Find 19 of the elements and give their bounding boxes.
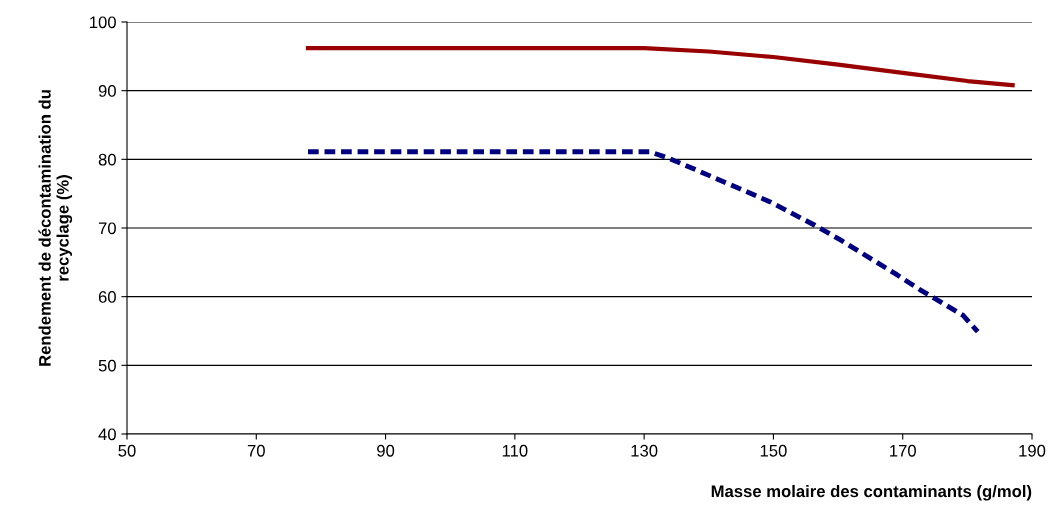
line-series: [305, 46, 1015, 88]
x-tick-label: 70: [247, 444, 265, 457]
x-tick-label: 50: [118, 444, 136, 457]
y-tick-label: 40: [98, 428, 116, 441]
y-tick-label: 70: [98, 222, 116, 235]
y-axis-title: Rendement de décontamination du recyclage (%): [38, 90, 73, 366]
x-tick-label: 130: [631, 444, 658, 457]
x-tick-label: 110: [502, 444, 528, 457]
line-series: [305, 149, 981, 335]
x-tick-label: 90: [377, 444, 395, 457]
y-tick-label: 60: [98, 291, 116, 303]
x-tick-label: 170: [890, 444, 916, 457]
x-axis-title: Masse molaire des contaminants (g/mol): [711, 484, 1032, 501]
x-tick-label: 150: [760, 444, 787, 457]
y-tick-label: 50: [98, 359, 116, 372]
y-tick-label: 80: [98, 153, 116, 166]
x-tick-label: 190: [1019, 444, 1046, 457]
y-tick-label: 100: [90, 16, 116, 29]
y-tick-label: 90: [98, 85, 116, 97]
